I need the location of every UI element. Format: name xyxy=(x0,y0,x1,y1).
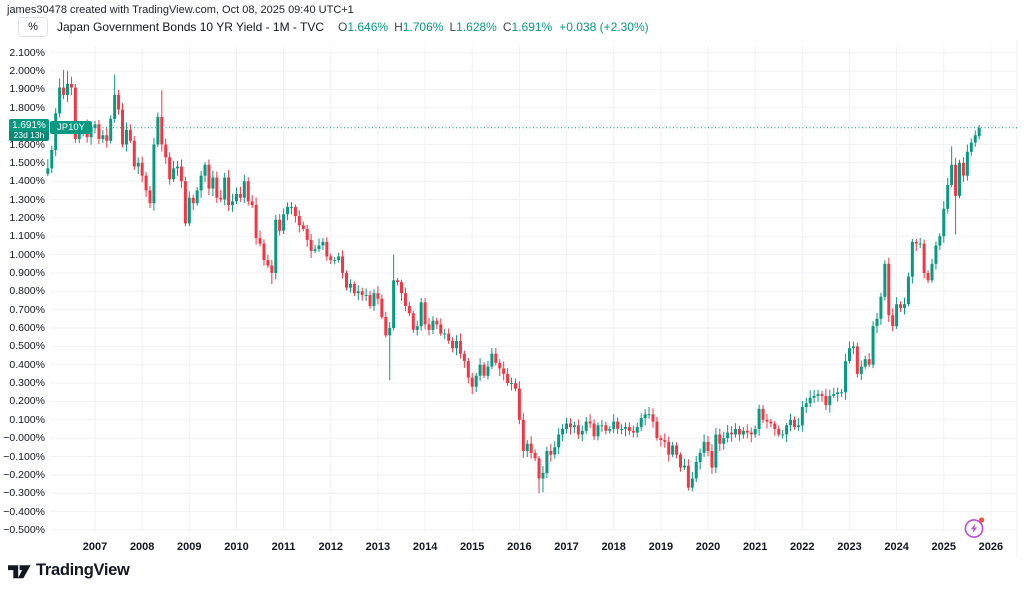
open-label: O xyxy=(338,20,348,34)
last-price-value: 1.691% xyxy=(9,118,49,131)
last-price-label: 1.691% 23d 13h xyxy=(9,118,49,141)
year-label: 2020 xyxy=(695,541,721,553)
price-tick-label: 1.300% xyxy=(9,193,45,206)
price-tick-label: 1.500% xyxy=(9,156,45,169)
year-label: 2022 xyxy=(790,541,815,553)
price-tick-label: 1.400% xyxy=(9,175,45,188)
year-label: 2018 xyxy=(601,541,626,553)
year-label: 2012 xyxy=(318,541,344,553)
bar-countdown: 23d 13h xyxy=(9,130,49,141)
price-tick-label: 0.700% xyxy=(9,303,45,316)
series-symbol-tag: JP10Y xyxy=(50,121,92,135)
price-tick-label: 0.100% xyxy=(9,413,45,426)
price-tick-label: 0.900% xyxy=(9,267,45,279)
unit-label: % xyxy=(28,21,38,33)
flash-ideas-button[interactable] xyxy=(961,515,988,542)
price-tick-label: 1.200% xyxy=(9,211,45,224)
price-tick-label: −0.500% xyxy=(3,523,45,536)
tradingview-logo-link[interactable]: TradingView xyxy=(8,561,130,580)
year-label: 2024 xyxy=(884,541,909,553)
price-tick-label: 1.600% xyxy=(9,138,45,151)
price-tick-label: 1.800% xyxy=(9,101,45,114)
year-label: 2025 xyxy=(931,541,957,553)
price-tick-label: 0.200% xyxy=(9,395,45,408)
year-label: 2017 xyxy=(554,541,579,553)
chart-legend: % Japan Government Bonds 10 YR Yield - 1… xyxy=(18,17,649,37)
attribution-text: james30478 created with TradingView.com,… xyxy=(7,4,354,16)
price-tick-label: −0.000% xyxy=(3,432,45,445)
high-value: 1.706% xyxy=(402,20,444,34)
year-label: 2009 xyxy=(177,541,202,553)
low-label: L xyxy=(449,20,457,34)
tradingview-brand-text: TradingView xyxy=(36,561,130,579)
year-label: 2023 xyxy=(837,541,862,553)
high-label: H xyxy=(394,20,403,34)
price-tick-label: 1.900% xyxy=(9,83,45,96)
price-tick-label: 1.000% xyxy=(9,248,45,261)
symbol-title[interactable]: Japan Government Bonds 10 YR Yield - 1M … xyxy=(57,20,325,34)
close-value: 1.691% xyxy=(511,20,553,34)
price-tick-label: 0.500% xyxy=(9,340,45,353)
tradingview-logo-icon xyxy=(8,565,31,579)
price-tick-label: 2.000% xyxy=(9,65,45,78)
year-label: 2026 xyxy=(978,541,1004,553)
lightning-flash-icon xyxy=(964,517,985,538)
year-label: 2015 xyxy=(459,541,485,553)
price-tick-label: −0.200% xyxy=(3,468,45,481)
year-label: 2011 xyxy=(271,541,296,553)
year-label: 2021 xyxy=(742,541,768,553)
price-tick-label: −0.400% xyxy=(3,505,45,518)
price-tick-label: 0.600% xyxy=(9,322,45,334)
year-label: 2008 xyxy=(129,541,155,553)
year-label: 2007 xyxy=(82,541,108,553)
change-value: +0.038 (+2.30%) xyxy=(559,20,649,34)
price-tick-label: −0.300% xyxy=(3,487,45,500)
price-scale-unit-button[interactable]: % xyxy=(18,17,48,37)
year-label: 2010 xyxy=(224,541,249,553)
price-tick-label: 0.300% xyxy=(9,377,45,390)
open-value: 1.646% xyxy=(347,20,389,34)
price-tick-label: 2.100% xyxy=(9,46,45,59)
ohlc-values: O 1.646% H 1.706% L 1.628% C 1.691% +0.038 (… xyxy=(332,20,649,34)
year-label: 2016 xyxy=(507,541,532,553)
year-label: 2013 xyxy=(365,541,391,553)
price-tick-label: 0.400% xyxy=(9,358,45,371)
low-value: 1.628% xyxy=(456,20,497,34)
price-tick-label: 0.800% xyxy=(9,285,45,298)
close-label: C xyxy=(502,20,512,34)
year-label: 2019 xyxy=(648,541,674,553)
year-label: 2014 xyxy=(412,541,438,553)
price-tick-label: −0.100% xyxy=(3,450,45,463)
price-tick-label: 1.100% xyxy=(9,230,45,243)
